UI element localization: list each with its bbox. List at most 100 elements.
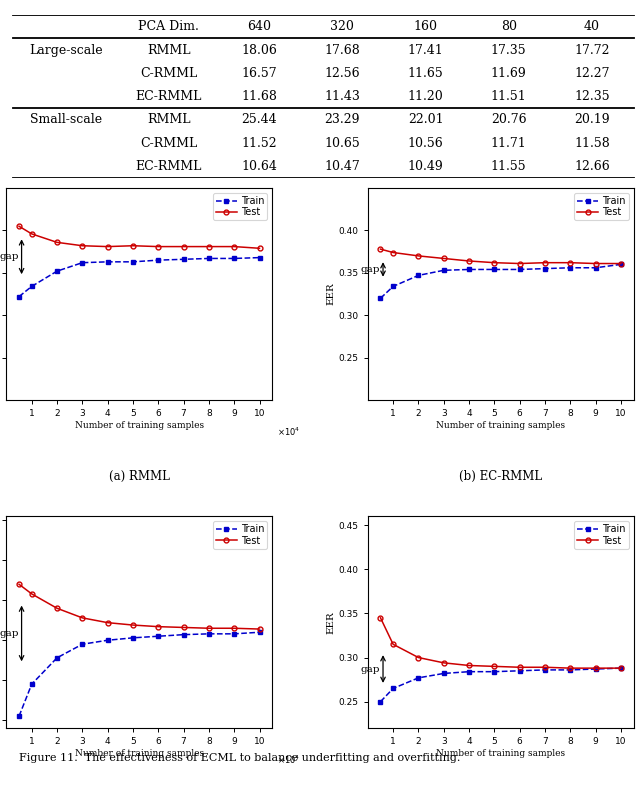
Test [566, 663, 574, 673]
Test [154, 622, 162, 631]
X-axis label: Number of training samples: Number of training samples [436, 749, 565, 758]
Legend: Train, Test: Train, Test [574, 193, 628, 220]
Text: 11.43: 11.43 [324, 90, 360, 103]
Line: Train: Train [17, 630, 262, 718]
Train [104, 636, 111, 645]
Line: Test: Test [17, 224, 262, 251]
Text: 18.06: 18.06 [241, 43, 277, 57]
Text: 23.29: 23.29 [324, 113, 360, 127]
Train [516, 666, 524, 675]
Train [154, 255, 162, 265]
Test [592, 259, 600, 268]
Train [255, 627, 263, 637]
Text: $\times10^4$: $\times10^4$ [639, 425, 640, 438]
Test [104, 618, 111, 627]
Train [180, 630, 188, 639]
Text: gap: gap [0, 252, 19, 261]
Text: 12.66: 12.66 [574, 160, 610, 173]
Test [15, 222, 23, 231]
Text: 12.35: 12.35 [574, 90, 610, 103]
Test [79, 241, 86, 251]
Train [490, 265, 498, 274]
Text: 10.56: 10.56 [408, 137, 444, 149]
Train [53, 653, 61, 663]
X-axis label: Number of training samples: Number of training samples [75, 421, 204, 430]
Text: RMML: RMML [147, 113, 191, 127]
Text: 80: 80 [500, 20, 516, 33]
Test [205, 623, 212, 633]
Line: Train: Train [17, 255, 262, 299]
Test [415, 252, 422, 261]
Train [592, 664, 600, 674]
Title: (a) RMML: (a) RMML [109, 471, 170, 483]
Text: 12.56: 12.56 [324, 67, 360, 80]
Text: $\times10^4$: $\times10^4$ [278, 754, 301, 766]
Text: EC-RMML: EC-RMML [136, 90, 202, 103]
Train [389, 281, 397, 291]
Train [617, 663, 625, 673]
Test [541, 258, 549, 267]
Test [180, 623, 188, 632]
Test [440, 658, 447, 667]
Train [180, 255, 188, 264]
Text: C-RMML: C-RMML [140, 137, 198, 149]
Text: gap: gap [360, 664, 380, 674]
Train [79, 258, 86, 267]
Train [440, 669, 447, 678]
Text: 17.41: 17.41 [408, 43, 444, 57]
Test [415, 653, 422, 663]
Test [465, 256, 473, 266]
Legend: Train, Test: Train, Test [574, 521, 628, 549]
Text: 11.20: 11.20 [408, 90, 444, 103]
Train [28, 281, 36, 291]
Test [230, 242, 238, 252]
Train [129, 257, 137, 266]
Text: C-RMML: C-RMML [140, 67, 198, 80]
Test [205, 242, 212, 252]
Train [566, 665, 574, 674]
Text: 40: 40 [584, 20, 600, 33]
Test [15, 579, 23, 589]
Test [377, 244, 385, 254]
Text: Large-scale: Large-scale [29, 43, 104, 57]
Text: 11.65: 11.65 [408, 67, 444, 80]
Test [440, 254, 447, 263]
Line: Test: Test [378, 247, 623, 266]
Test [516, 663, 524, 672]
Text: 11.71: 11.71 [491, 137, 527, 149]
Test [255, 244, 263, 253]
Test [490, 662, 498, 671]
Train [592, 263, 600, 273]
Text: 11.51: 11.51 [491, 90, 527, 103]
Test [79, 613, 86, 623]
Train [230, 254, 238, 263]
Text: 10.47: 10.47 [324, 160, 360, 173]
Line: Test: Test [378, 615, 623, 670]
Text: 640: 640 [247, 20, 271, 33]
Text: 10.64: 10.64 [241, 160, 277, 173]
Title: (b) EC-RMML: (b) EC-RMML [459, 471, 542, 483]
Legend: Train, Test: Train, Test [212, 193, 268, 220]
Test [230, 623, 238, 633]
Text: RMML: RMML [147, 43, 191, 57]
Text: 320: 320 [330, 20, 354, 33]
Test [377, 613, 385, 623]
Text: 20.76: 20.76 [491, 113, 527, 127]
Train [516, 265, 524, 274]
Text: gap: gap [360, 265, 380, 274]
Text: EC-RMML: EC-RMML [136, 160, 202, 173]
Test [129, 241, 137, 251]
Line: Test: Test [17, 582, 262, 631]
Test [389, 640, 397, 649]
Text: Figure 11.  The effectiveness of ECML to balance underfitting and overfitting.: Figure 11. The effectiveness of ECML to … [19, 753, 461, 763]
Train [255, 253, 263, 263]
Train [465, 265, 473, 274]
Test [53, 237, 61, 247]
Text: 25.44: 25.44 [241, 113, 277, 127]
Test [255, 624, 263, 634]
Text: $\times10^4$: $\times10^4$ [639, 754, 640, 766]
Text: 12.27: 12.27 [574, 67, 610, 80]
Train [15, 711, 23, 721]
Text: 17.72: 17.72 [574, 43, 610, 57]
Test [617, 259, 625, 268]
